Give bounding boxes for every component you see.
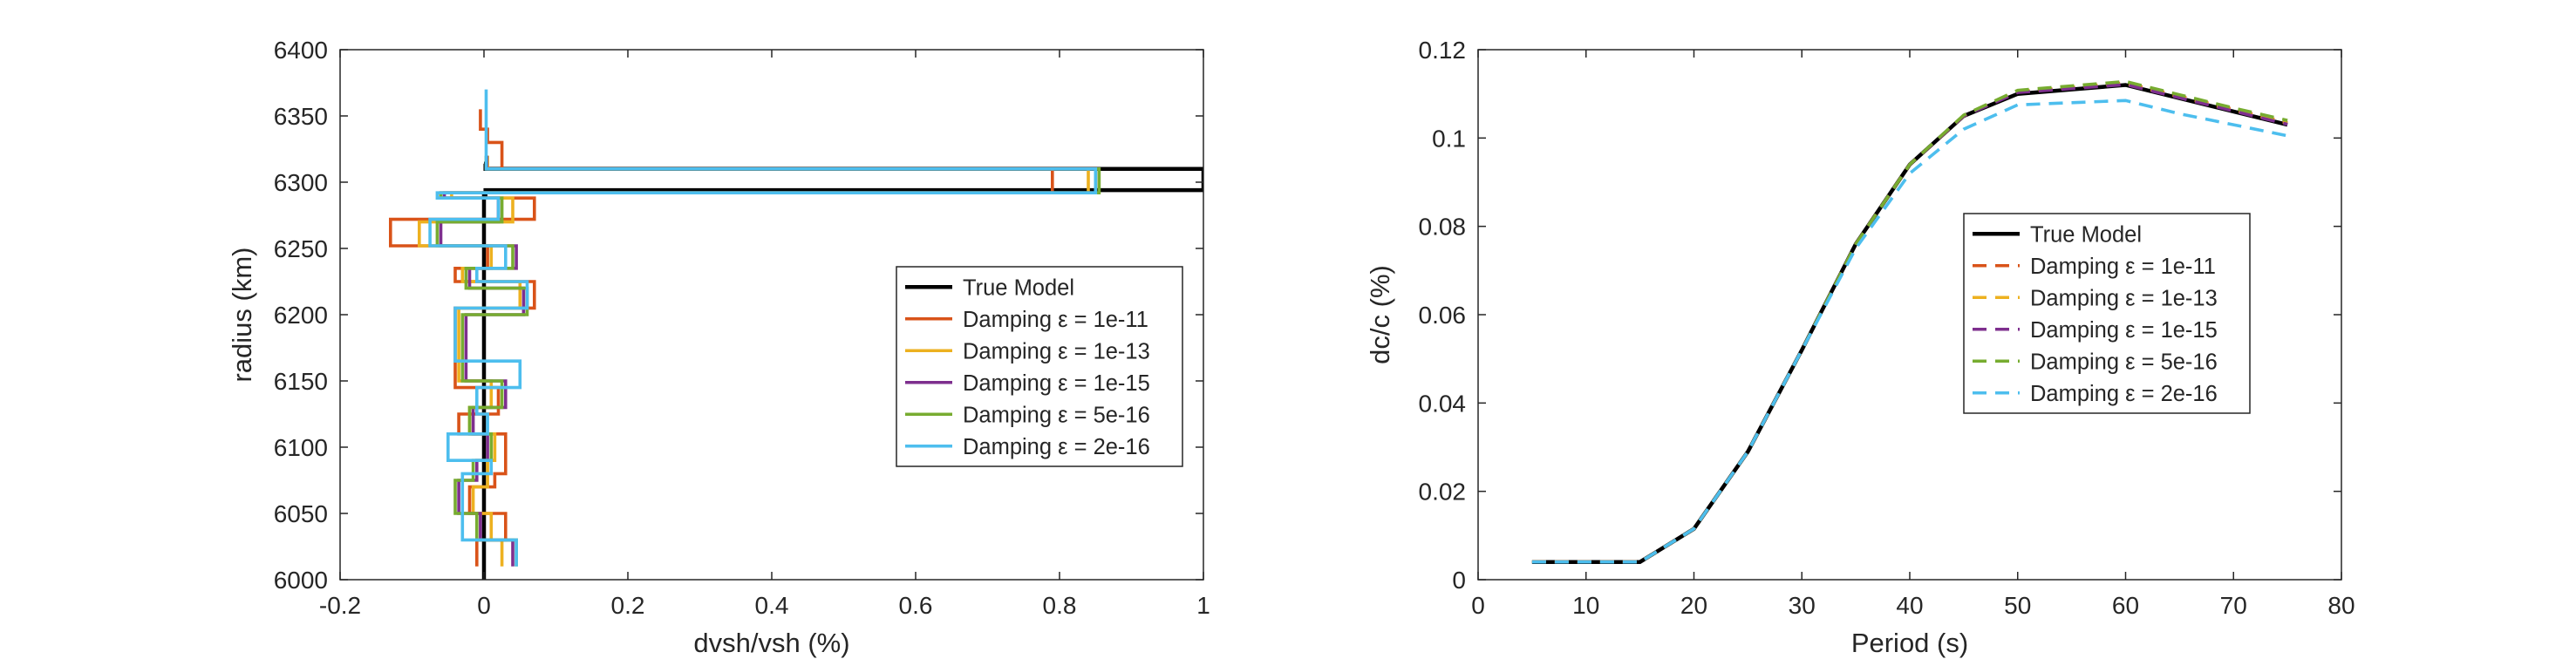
- right-series-line-4: [1531, 79, 2288, 564]
- right-x-tick-label: 70: [2220, 592, 2247, 619]
- right-series-group: [1531, 79, 2288, 564]
- right-x-tick-label: 60: [2112, 592, 2139, 619]
- right-y-tick-label: 0.02: [1419, 479, 1467, 506]
- left-x-tick-label: 0.4: [755, 592, 789, 619]
- left-x-tick-label: 0: [477, 592, 491, 619]
- right-x-tick-label: 10: [1572, 592, 1599, 619]
- left-series-line-5: [428, 89, 1098, 567]
- left-x-axis-label: dvsh/vsh (%): [693, 628, 849, 658]
- left-y-tick-label: 6200: [274, 302, 328, 329]
- right-legend-label-1: Damping ε = 1e-11: [2030, 255, 2216, 279]
- right-series-line-5: [1531, 99, 2288, 564]
- right-x-tick-label: 80: [2327, 592, 2355, 619]
- right-legend-label-2: Damping ε = 1e-13: [2030, 286, 2218, 310]
- right-legend-label-5: Damping ε = 2e-16: [2030, 382, 2218, 406]
- left-legend-label-2: Damping ε = 1e-13: [963, 339, 1150, 363]
- right-x-tick-label: 30: [1789, 592, 1816, 619]
- right-x-tick-label: 20: [1680, 592, 1707, 619]
- right-y-axis-label: dc/c (%): [1365, 265, 1395, 364]
- left-legend-label-5: Damping ε = 2e-16: [963, 435, 1150, 459]
- left-x-tick-label: 0.2: [611, 592, 645, 619]
- left-y-tick-label: 6100: [274, 434, 328, 461]
- right-x-tick-label: 0: [1471, 592, 1485, 619]
- right-legend-label-3: Damping ε = 1e-15: [2030, 318, 2218, 343]
- right-y-tick-label: 0.12: [1419, 37, 1467, 64]
- left-legend-label-4: Damping ε = 5e-16: [963, 403, 1150, 427]
- left-x-tick-label: -0.2: [319, 592, 361, 619]
- right-y-tick-label: 0.06: [1419, 302, 1467, 329]
- left-y-tick-label: 6050: [274, 500, 328, 527]
- left-legend-label-3: Damping ε = 1e-15: [963, 371, 1150, 396]
- left-y-tick-label: 6300: [274, 169, 328, 196]
- left-legend: True Model Damping ε = 1e-11 Damping ε = 1…: [896, 266, 1183, 467]
- right-x-axis-label: Period (s): [1851, 628, 1968, 658]
- right-legend-box: [1963, 213, 2251, 414]
- left-series-group: [388, 89, 1203, 580]
- left-legend-label-1: Damping ε = 1e-11: [963, 308, 1148, 332]
- right-chart: 0 10 20 30 40 50 60 70 80 0 0.02 0.04 0.06 0.08 0.1 0.1…: [1365, 37, 2355, 658]
- right-y-tick-label: 0.08: [1419, 214, 1467, 241]
- left-y-axis-label: radius (km): [227, 247, 257, 382]
- left-x-tick-label: 0.8: [1043, 592, 1077, 619]
- left-x-tick-label: 1: [1196, 592, 1210, 619]
- left-y-tick-label: 6150: [274, 368, 328, 395]
- left-chart: -0.2 0 0.2 0.4 0.6 0.8 1 6000 6050 6100 6150 6200 62…: [227, 37, 1210, 658]
- right-legend-label-4: Damping ε = 5e-16: [2030, 350, 2218, 374]
- right-legend: True Model Damping ε = 1e-11 Damping ε = 1…: [1963, 213, 2251, 414]
- right-y-tick-label: 0.04: [1419, 390, 1467, 417]
- left-y-tick-label: 6250: [274, 235, 328, 262]
- left-y-tick-label: 6350: [274, 103, 328, 130]
- left-legend-label-0: True Model: [963, 275, 1074, 300]
- right-x-tick-label: 40: [1896, 592, 1923, 619]
- left-x-tick-label: 0.6: [899, 592, 933, 619]
- right-legend-label-0: True Model: [2030, 222, 2142, 247]
- right-y-tick-label: 0: [1452, 567, 1466, 594]
- right-x-tick-label: 50: [2004, 592, 2031, 619]
- right-y-tick-label: 0.1: [1432, 125, 1466, 152]
- left-y-tick-label: 6400: [274, 37, 328, 64]
- left-y-tick-label: 6000: [274, 567, 328, 594]
- left-legend-box: [896, 266, 1183, 467]
